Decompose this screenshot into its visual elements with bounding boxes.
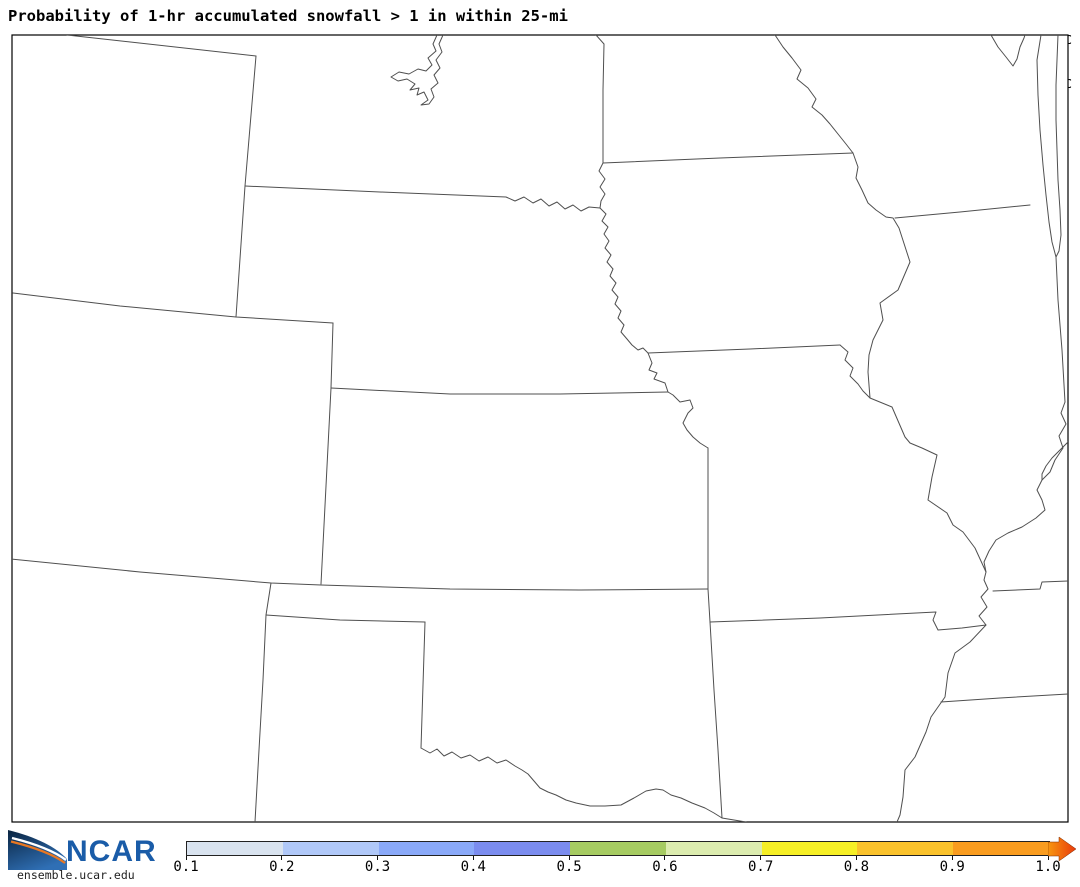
map-frame <box>11 34 1069 823</box>
colorbar-tick <box>951 856 953 860</box>
mississippi-river-ia-il-mo <box>852 152 987 573</box>
colorbar-tick-label: 0.8 <box>843 859 870 875</box>
red-river <box>420 747 747 822</box>
colorbar-tick <box>472 856 474 860</box>
colorbar-tick <box>568 856 570 860</box>
page-title: Probability of 1-hr accumulated snowfall… <box>8 7 568 25</box>
green-bay-shore <box>990 35 1026 67</box>
mt-wy-state-border <box>66 35 257 57</box>
colorbar-segment <box>187 842 283 855</box>
mn-sd-state-border <box>595 35 605 164</box>
missouri-river-kc <box>647 352 709 449</box>
nm-east-103w-border <box>254 582 272 822</box>
colorbar-segment <box>857 842 954 855</box>
colorbar-tick-label: 0.4 <box>460 859 486 875</box>
ncar-logo-wordmark: NCAR <box>66 835 157 868</box>
site-url-text: ensemble.ucar.edu <box>17 868 135 882</box>
mississippi-river-mn-wi <box>774 35 854 154</box>
colorbar-overflow-arrow <box>1048 836 1077 862</box>
ia-mo-state-border <box>647 344 841 354</box>
co-east-102w-border <box>320 322 334 585</box>
big-sioux-river <box>598 162 606 209</box>
colorbar-tick-label: 0.5 <box>556 859 582 875</box>
mo-ar-state-border <box>709 611 987 631</box>
lake-michigan-shore <box>1036 35 1062 258</box>
ohio-river-branch <box>1041 441 1068 481</box>
colorbar-tick-label: 0.7 <box>748 859 774 875</box>
colorbar-bar <box>186 841 1050 856</box>
mississippi-river-ar <box>896 624 987 822</box>
mississippi-river-bootheel <box>978 571 989 626</box>
colorbar-tick-label: 0.2 <box>269 859 295 875</box>
il-in-state-border <box>1055 256 1066 403</box>
mn-ia-state-border <box>602 152 854 164</box>
colorbar-segment <box>474 842 571 855</box>
colorbar-segment <box>378 842 475 855</box>
tx-ok-100w-border <box>420 621 426 749</box>
colorbar-tick-label: 0.3 <box>364 859 391 875</box>
sd-ne-state-border <box>244 185 601 212</box>
colorbar-tick <box>760 856 762 860</box>
colorbar-tick <box>855 856 857 860</box>
ok-ar-state-border <box>709 621 723 819</box>
colorbar-tick <box>1047 856 1049 860</box>
colorbar-tick <box>377 856 379 860</box>
colorbar-tick <box>185 856 187 860</box>
colorbar-tick-label: 0.9 <box>939 859 965 875</box>
wi-il-state-border <box>894 204 1031 219</box>
colorbar-tick <box>281 856 283 860</box>
colorbar-segment <box>665 842 762 855</box>
missouri-river-ne-ia <box>599 207 649 354</box>
colorbar-segment <box>953 842 1050 855</box>
ok-panhandle-border <box>265 614 426 623</box>
ne-ks-state-border <box>330 387 669 395</box>
colorbar-tick-label: 0.1 <box>173 859 199 875</box>
colorbar-segment <box>570 842 666 855</box>
ky-tn-state-border <box>992 580 1068 592</box>
colorbar-tick-label: 0.6 <box>652 859 678 875</box>
colorbar-segment <box>761 842 858 855</box>
colorbar-tick <box>664 856 666 860</box>
lake-oahe-missouri-river <box>390 35 444 106</box>
wabash-ohio-river <box>983 401 1067 573</box>
colorbar-segment <box>282 842 379 855</box>
lat-37n-border <box>12 558 709 591</box>
wy-co-ne-41n-border <box>12 292 334 324</box>
tn-ms-state-border <box>940 693 1068 703</box>
colorbar-tick-label: 1.0 <box>1035 859 1061 875</box>
ncar-logo-swoosh <box>8 830 67 870</box>
des-moines-river <box>839 344 871 399</box>
